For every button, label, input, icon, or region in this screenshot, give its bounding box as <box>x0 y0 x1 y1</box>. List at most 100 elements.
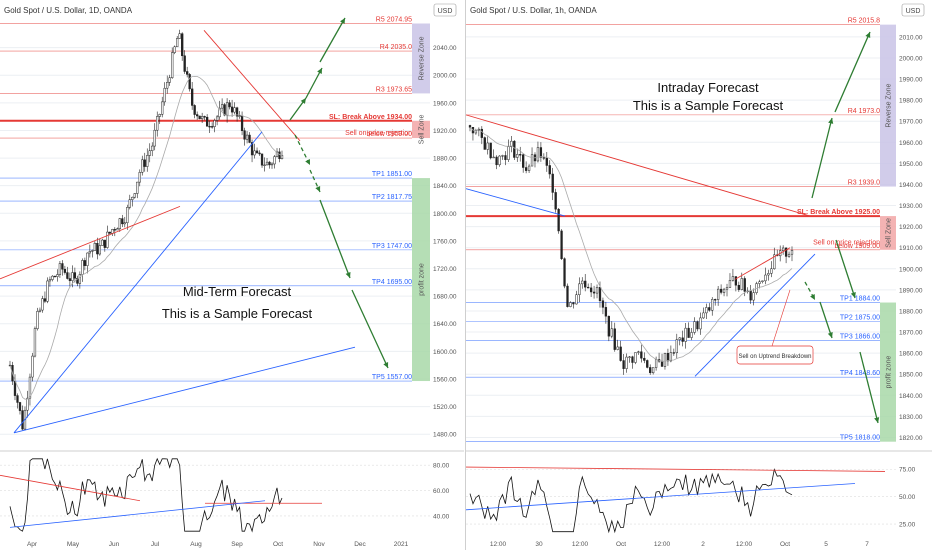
candle-body <box>13 380 17 396</box>
candle-body <box>208 126 211 128</box>
candle-body <box>138 172 141 183</box>
candle-body <box>563 258 566 287</box>
forecast-arrowhead <box>850 292 856 298</box>
chart-background <box>0 0 464 550</box>
candle-body <box>121 218 124 225</box>
level-label: TP4 1848.60 <box>840 370 880 377</box>
candle-body <box>270 163 274 166</box>
sell-zone-band <box>880 216 896 250</box>
candle-body <box>640 351 643 359</box>
level-label: TP1 1851.00 <box>372 171 412 178</box>
candle-body <box>758 281 761 284</box>
sell-zone-label: Sell Zone <box>419 115 426 145</box>
candle-body <box>141 159 144 173</box>
y-tick-label: 1930.00 <box>899 203 923 210</box>
forecast-arrowhead <box>300 98 306 104</box>
candle-body <box>265 161 269 166</box>
candle-body <box>26 397 29 411</box>
support-trendline <box>465 188 566 217</box>
candle-body <box>628 356 631 358</box>
y-tick-label: 1840.00 <box>899 393 923 400</box>
oscillator-resistance-line <box>465 466 886 472</box>
candle-body <box>193 105 196 115</box>
candle-body <box>731 276 735 281</box>
candle-body <box>215 116 219 121</box>
annotation-subtitle: This is a Sample Forecast <box>633 98 784 113</box>
x-tick-label: Jun <box>109 541 120 548</box>
annotation-subtitle: This is a Sample Forecast <box>162 306 313 321</box>
oscillator-line <box>469 468 793 534</box>
reverse-zone-label: Reverse Zone <box>886 84 893 128</box>
candle-body <box>98 245 101 255</box>
level-label: Sell on price rejection <box>813 240 880 247</box>
y-tick-label: 1960.00 <box>433 100 457 107</box>
candle-body <box>83 260 87 266</box>
x-tick-label: May <box>67 541 80 548</box>
candle-body <box>666 352 670 362</box>
oscillator-tick-label: 40.00 <box>433 513 450 520</box>
candle-body <box>560 230 563 259</box>
candle-body <box>510 140 513 148</box>
y-tick-label: 1920.00 <box>433 128 457 135</box>
candle-body <box>495 156 498 166</box>
oscillator-tick-label: 75.00 <box>899 467 916 474</box>
candle-body <box>203 116 206 118</box>
level-label: R3 1939.0 <box>848 180 880 187</box>
candle-body <box>183 55 186 72</box>
candle-body <box>116 228 119 231</box>
candle-body <box>740 278 743 290</box>
candle-body <box>719 288 723 293</box>
callout-pointer <box>771 289 791 347</box>
candle-body <box>53 275 57 278</box>
candle-body <box>101 239 104 246</box>
candle-body <box>501 155 504 157</box>
sell-zone-label: Sell Zone <box>886 218 893 248</box>
candle-body <box>255 150 259 154</box>
candle-body <box>43 298 47 302</box>
y-tick-label: 1760.00 <box>433 238 457 245</box>
profit-zone-label: profit zone <box>886 356 893 389</box>
level-label: R5 2074.95 <box>376 16 412 23</box>
y-tick-label: 1560.00 <box>433 376 457 383</box>
candle-body <box>173 46 176 53</box>
candle-body <box>18 402 22 411</box>
candle-body <box>230 106 234 113</box>
candle-body <box>489 142 492 159</box>
candle-body <box>761 280 764 282</box>
reverse-zone-band <box>880 24 896 187</box>
candle-body <box>631 356 634 363</box>
y-tick-label: 1880.00 <box>433 156 457 163</box>
reverse-zone-label: Reverse Zone <box>419 36 426 80</box>
y-tick-label: 1940.00 <box>899 182 923 189</box>
level-label: R4 2035.0 <box>380 44 412 51</box>
x-tick-label: 12:00 <box>654 541 671 548</box>
candle-body <box>504 155 507 160</box>
forecast-arrowhead <box>865 32 871 38</box>
x-tick-label: 12:00 <box>736 541 753 548</box>
candle-body <box>652 367 655 374</box>
y-tick-label: 1870.00 <box>899 330 923 337</box>
candle-body <box>699 317 702 330</box>
candle-body <box>163 87 166 103</box>
candle-body <box>575 294 578 305</box>
y-tick-label: 1600.00 <box>433 349 457 356</box>
x-tick-label: 5 <box>824 541 828 548</box>
currency-label: USD <box>438 8 453 15</box>
x-tick-label: Apr <box>27 541 38 548</box>
candle-body <box>225 102 229 116</box>
candle-body <box>587 286 590 289</box>
candle-body <box>660 360 664 367</box>
candle-body <box>273 156 276 165</box>
candle-body <box>198 115 201 119</box>
candle-body <box>158 114 161 117</box>
y-tick-label: 1880.00 <box>899 308 923 315</box>
candle-body <box>235 107 239 117</box>
candle-body <box>616 346 619 350</box>
candle-body <box>545 157 548 166</box>
candle-body <box>21 410 24 430</box>
candle-body <box>687 327 690 338</box>
candle-body <box>186 71 189 75</box>
candle-body <box>240 115 244 131</box>
candle-body <box>171 52 174 78</box>
